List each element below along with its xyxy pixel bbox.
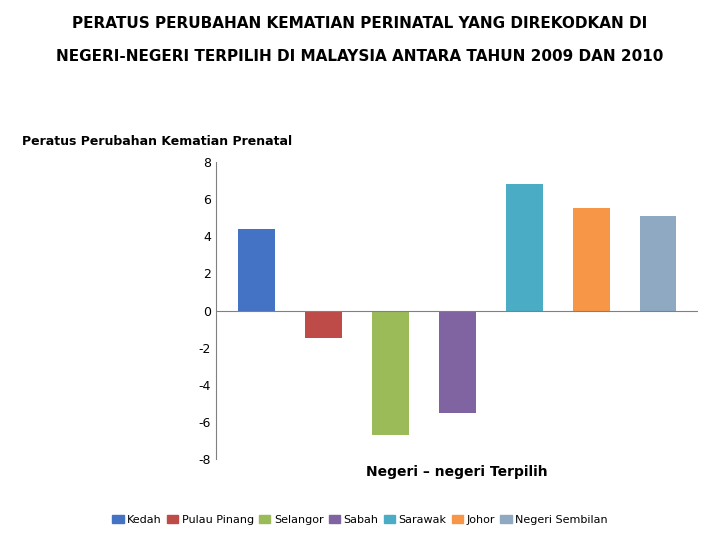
Bar — [572, 208, 610, 310]
Text: NEGERI-NEGERI TERPILIH DI MALAYSIA ANTARA TAHUN 2009 DAN 2010: NEGERI-NEGERI TERPILIH DI MALAYSIA ANTAR… — [56, 49, 664, 64]
Bar — [305, 310, 342, 339]
X-axis label: Negeri – negeri Terpilih: Negeri – negeri Terpilih — [366, 464, 548, 478]
Bar — [238, 229, 275, 310]
Bar — [505, 184, 543, 310]
Bar — [639, 216, 677, 310]
Bar — [438, 310, 476, 413]
Bar — [372, 310, 409, 435]
Text: Peratus Perubahan Kematian Prenatal: Peratus Perubahan Kematian Prenatal — [22, 135, 292, 148]
Text: PERATUS PERUBAHAN KEMATIAN PERINATAL YANG DIREKODKAN DI: PERATUS PERUBAHAN KEMATIAN PERINATAL YAN… — [73, 16, 647, 31]
Legend: Kedah, Pulau Pinang, Selangor, Sabah, Sarawak, Johor, Negeri Sembilan: Kedah, Pulau Pinang, Selangor, Sabah, Sa… — [108, 510, 612, 529]
